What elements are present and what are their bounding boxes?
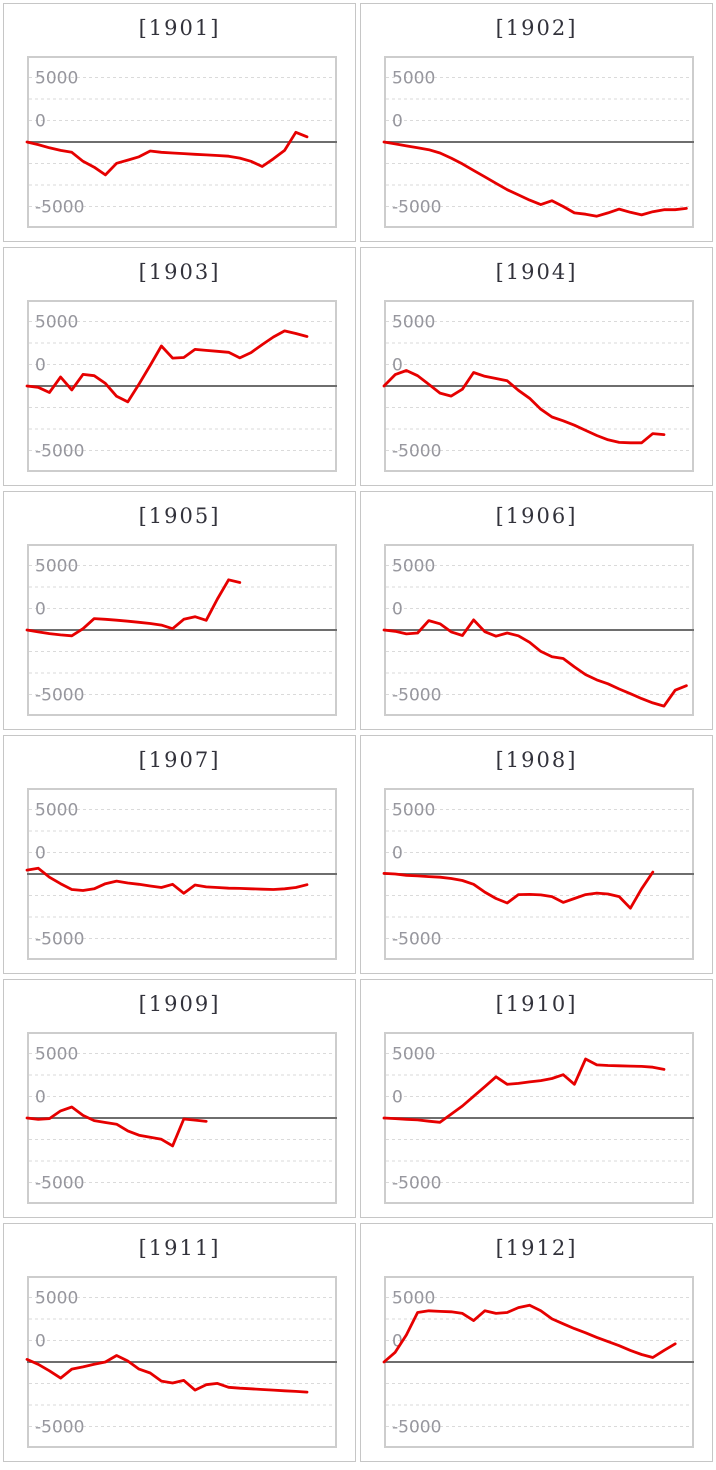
series-line bbox=[25, 329, 309, 404]
y-tick-label: 0 bbox=[35, 112, 46, 132]
y-tick-label: 0 bbox=[35, 1088, 46, 1108]
year-panel-1912: [1912] 5000 0 -5000 bbox=[360, 1223, 713, 1462]
y-tick-label: -5000 bbox=[392, 1418, 441, 1438]
line-chart-1902: 5000 0 -5000 bbox=[382, 56, 694, 228]
series-line bbox=[382, 1057, 666, 1124]
panel-title-1907: [1907] bbox=[138, 748, 221, 772]
y-tick-label: 0 bbox=[35, 356, 46, 376]
panel-title-1903: [1903] bbox=[138, 260, 221, 284]
line-chart-1907: 5000 0 -5000 bbox=[25, 788, 337, 960]
series-line bbox=[382, 618, 688, 708]
year-panel-1903: [1903] 5000 0 -5000 bbox=[3, 247, 356, 486]
series-line bbox=[25, 1105, 208, 1148]
year-panel-1901: [1901] 5000 0 -5000 bbox=[3, 3, 356, 242]
y-tick-label: 0 bbox=[392, 844, 403, 864]
line-chart-1905: 5000 0 -5000 bbox=[25, 544, 337, 716]
y-tick-label: -5000 bbox=[35, 686, 84, 706]
line-chart-1901: 5000 0 -5000 bbox=[25, 56, 337, 228]
y-tick-label: -5000 bbox=[392, 198, 441, 218]
series-line bbox=[25, 866, 309, 895]
y-tick-label: -5000 bbox=[35, 1418, 84, 1438]
y-tick-label: 0 bbox=[35, 844, 46, 864]
panel-title-1912: [1912] bbox=[495, 1236, 578, 1260]
series-line bbox=[382, 140, 688, 218]
y-tick-label: 0 bbox=[392, 112, 403, 132]
y-tick-label: 5000 bbox=[35, 557, 78, 577]
year-panel-1907: [1907] 5000 0 -5000 bbox=[3, 735, 356, 974]
y-tick-label: 5000 bbox=[35, 801, 78, 821]
panel-title-1901: [1901] bbox=[138, 16, 221, 40]
series-line bbox=[382, 1303, 677, 1364]
y-tick-label: 5000 bbox=[392, 313, 435, 333]
y-tick-label: 5000 bbox=[35, 313, 78, 333]
y-tick-label: -5000 bbox=[392, 686, 441, 706]
series-line bbox=[25, 130, 309, 177]
y-tick-label: -5000 bbox=[392, 1174, 441, 1194]
y-tick-label: -5000 bbox=[35, 198, 84, 218]
y-tick-label: 0 bbox=[35, 600, 46, 620]
panel-title-1910: [1910] bbox=[495, 992, 578, 1016]
y-tick-label: -5000 bbox=[35, 1174, 84, 1194]
line-chart-1904: 5000 0 -5000 bbox=[382, 300, 694, 472]
line-chart-1909: 5000 0 -5000 bbox=[25, 1032, 337, 1204]
year-panel-1910: [1910] 5000 0 -5000 bbox=[360, 979, 713, 1218]
y-tick-label: 5000 bbox=[35, 1045, 78, 1065]
year-panel-1905: [1905] 5000 0 -5000 bbox=[3, 491, 356, 730]
y-tick-label: 5000 bbox=[392, 801, 435, 821]
y-tick-label: -5000 bbox=[392, 442, 441, 462]
year-panel-1909: [1909] 5000 0 -5000 bbox=[3, 979, 356, 1218]
line-chart-1906: 5000 0 -5000 bbox=[382, 544, 694, 716]
panel-title-1908: [1908] bbox=[495, 748, 578, 772]
panel-title-1902: [1902] bbox=[495, 16, 578, 40]
y-tick-label: 5000 bbox=[35, 69, 78, 89]
y-tick-label: -5000 bbox=[392, 930, 441, 950]
y-tick-label: 5000 bbox=[392, 1289, 435, 1309]
y-tick-label: 5000 bbox=[392, 557, 435, 577]
series-line bbox=[382, 870, 655, 910]
year-panel-1906: [1906] 5000 0 -5000 bbox=[360, 491, 713, 730]
series-line bbox=[382, 369, 666, 445]
panel-title-1909: [1909] bbox=[138, 992, 221, 1016]
series-line bbox=[25, 578, 242, 638]
y-tick-label: 0 bbox=[392, 1088, 403, 1108]
year-panel-1902: [1902] 5000 0 -5000 bbox=[360, 3, 713, 242]
line-chart-1911: 5000 0 -5000 bbox=[25, 1276, 337, 1448]
y-tick-label: -5000 bbox=[35, 442, 84, 462]
panel-title-1905: [1905] bbox=[138, 504, 221, 528]
y-tick-label: 5000 bbox=[35, 1289, 78, 1309]
y-tick-label: 0 bbox=[392, 600, 403, 620]
y-tick-label: 5000 bbox=[392, 1045, 435, 1065]
line-chart-1908: 5000 0 -5000 bbox=[382, 788, 694, 960]
series-line bbox=[25, 1354, 309, 1394]
line-chart-1912: 5000 0 -5000 bbox=[382, 1276, 694, 1448]
year-panel-1904: [1904] 5000 0 -5000 bbox=[360, 247, 713, 486]
y-tick-label: -5000 bbox=[35, 930, 84, 950]
year-panel-1911: [1911] 5000 0 -5000 bbox=[3, 1223, 356, 1462]
panel-title-1911: [1911] bbox=[138, 1236, 221, 1260]
panel-title-1904: [1904] bbox=[495, 260, 578, 284]
y-tick-label: 5000 bbox=[392, 69, 435, 89]
y-tick-label: 0 bbox=[35, 1332, 46, 1352]
year-panel-1908: [1908] 5000 0 -5000 bbox=[360, 735, 713, 974]
line-chart-1903: 5000 0 -5000 bbox=[25, 300, 337, 472]
y-tick-label: 0 bbox=[392, 356, 403, 376]
panel-title-1906: [1906] bbox=[495, 504, 578, 528]
y-tick-label: 0 bbox=[392, 1332, 403, 1352]
line-chart-1910: 5000 0 -5000 bbox=[382, 1032, 694, 1204]
